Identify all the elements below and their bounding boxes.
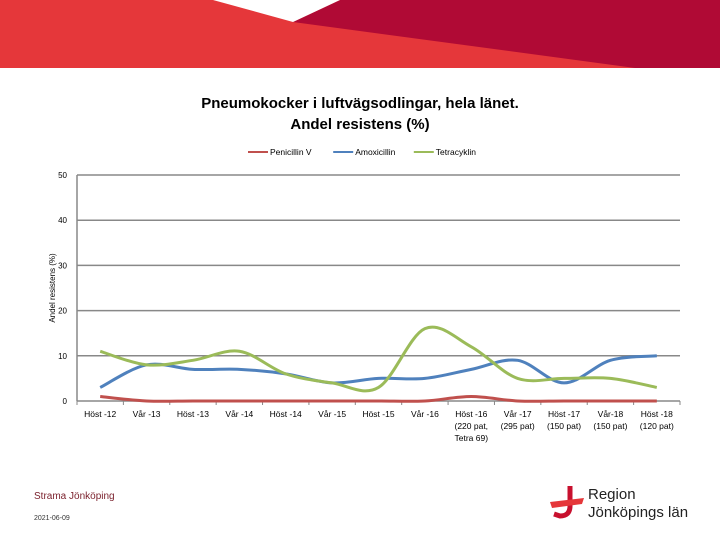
x-tick-label: Höst -12 (84, 409, 116, 419)
x-tick-label: (150 pat) (593, 421, 627, 431)
x-tick-label: (150 pat) (547, 421, 581, 431)
y-tick-label: 0 (63, 397, 68, 406)
legend-label: Penicillin V (270, 147, 312, 157)
logo-line-1: Region (588, 486, 636, 503)
x-tick-label: (295 pat) (501, 421, 535, 431)
series-line-penicillin-v (100, 394, 657, 403)
title-line-1: Pneumokocker i luftvägsodlingar, hela lä… (201, 95, 519, 112)
x-tick-label: Vår -14 (225, 409, 253, 419)
x-tick-label: Höst -16 (455, 409, 487, 419)
x-tick-label: Vår -15 (318, 409, 346, 419)
x-tick-label: Vår-18 (598, 409, 624, 419)
logo-line-2: Jönköpings län (588, 504, 689, 521)
x-tick-label: Höst -14 (270, 409, 302, 419)
header-banner (0, 0, 720, 68)
x-tick-label: Vår -16 (411, 409, 439, 419)
title-line-2: Andel resistens (%) (290, 116, 430, 133)
legend-label: Amoxicillin (355, 147, 395, 157)
x-tick-label: Höst -18 (641, 409, 673, 419)
x-tick-label: Tetra 69) (454, 433, 488, 443)
x-tick-label: Vår -13 (133, 409, 161, 419)
series-line-amoxicillin (99, 354, 657, 389)
legend-label: Tetracyklin (436, 147, 476, 157)
x-tick-label: Höst -17 (548, 409, 580, 419)
y-tick-label: 50 (58, 171, 67, 180)
x-tick-label: Höst -15 (362, 409, 394, 419)
x-tick-label: (220 pat, (454, 421, 488, 431)
y-tick-label: 30 (58, 261, 67, 270)
footer-org: Strama Jönköping (34, 491, 115, 502)
region-logo-icon (550, 486, 584, 519)
y-axis-label: Andel resistens (%) (48, 253, 57, 323)
y-tick-label: 40 (58, 216, 67, 225)
x-tick-label: Höst -13 (177, 409, 209, 419)
footer-date: 2021-06-09 (34, 515, 70, 522)
line-chart: 0 10 20 30 40 50 Andel resistens (%) Höst -12 Vå… (48, 147, 681, 443)
series-line-tetracyklin (99, 325, 658, 393)
region-logo-text: Region Jönköpings län (588, 486, 688, 522)
x-tick-label: Vår -17 (504, 409, 532, 419)
x-tick-label: (120 pat) (640, 421, 674, 431)
y-tick-label: 10 (58, 352, 67, 361)
chart-title: Pneumokocker i luftvägsodlingar, hela lä… (0, 93, 720, 135)
y-tick-label: 20 (58, 307, 67, 316)
